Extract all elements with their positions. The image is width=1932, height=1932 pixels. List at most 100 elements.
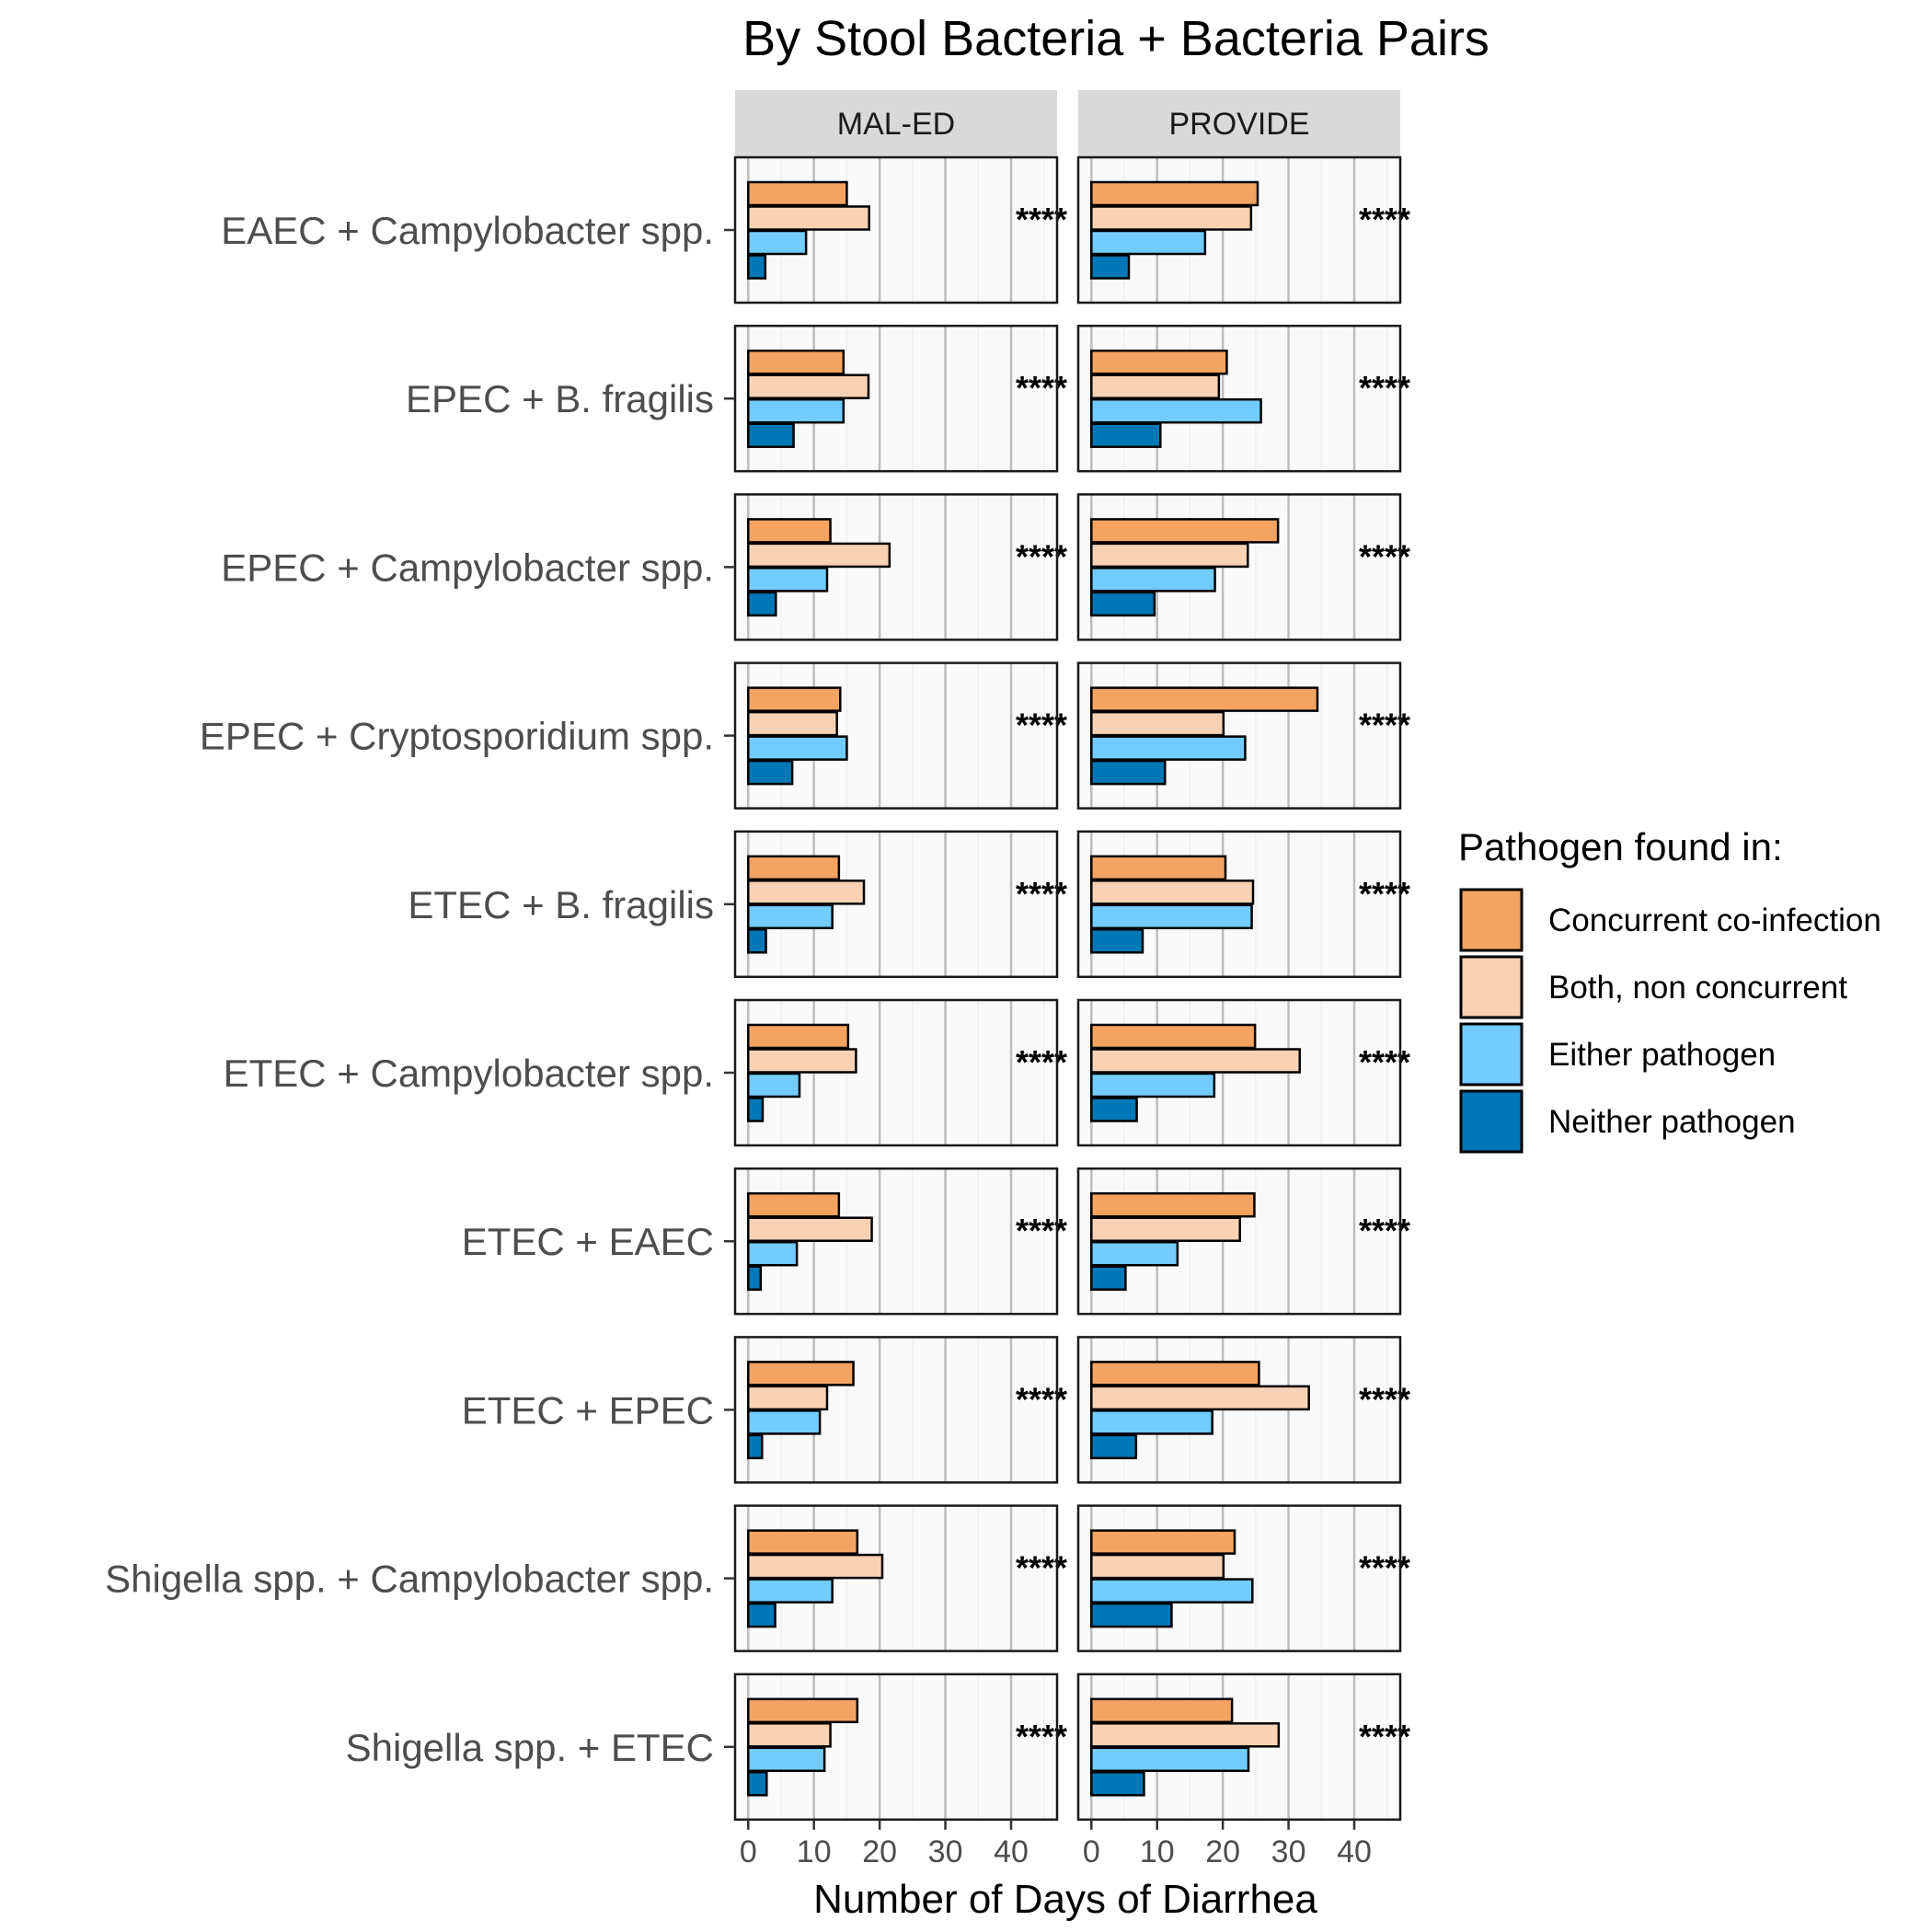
bar-neither-pathogen — [747, 591, 777, 617]
bar-either-pathogen — [1090, 229, 1207, 256]
panel-border — [1076, 1504, 1402, 1652]
panel-mal-ed-epec-campylobacter-spp: **** — [733, 493, 1067, 641]
bar-neither-pathogen — [1090, 928, 1144, 954]
bar-neither-pathogen — [747, 759, 794, 786]
bar-both-non-concurrent — [1090, 205, 1253, 231]
legend-swatch-concurrent-co-infection — [1459, 888, 1524, 952]
significance-label: **** — [1016, 1549, 1067, 1587]
legend-label-neither-pathogen: Neither pathogen — [1548, 1104, 1796, 1140]
bar-either-pathogen — [1090, 1746, 1250, 1773]
bar-neither-pathogen — [1090, 422, 1162, 448]
facet-strip-mal-ed — [735, 90, 1057, 156]
panel-mal-ed-etec-eaec: **** — [733, 1167, 1067, 1316]
bar-both-non-concurrent — [747, 880, 866, 905]
x-axis-title: Number of Days of Diarrhea — [813, 1877, 1317, 1922]
panel-border — [1076, 324, 1402, 473]
x-tick-label: 40 — [1337, 1834, 1372, 1869]
panel-provide-eaec-campylobacter-spp: **** — [1076, 155, 1410, 305]
bar-concurrent-co-infection — [747, 1361, 855, 1386]
significance-label: **** — [1016, 1718, 1067, 1755]
bar-both-non-concurrent — [1090, 1385, 1310, 1411]
legend-items: Concurrent co-infection Both, non concurr… — [1459, 888, 1881, 1154]
bar-either-pathogen — [747, 735, 848, 761]
panel-border — [1076, 661, 1402, 810]
bar-both-non-concurrent — [1090, 710, 1225, 737]
significance-label: **** — [1016, 1380, 1067, 1418]
bar-neither-pathogen — [1090, 1097, 1138, 1122]
bar-either-pathogen — [747, 1409, 822, 1435]
bar-both-non-concurrent — [1090, 880, 1255, 905]
bar-both-non-concurrent — [747, 1048, 857, 1074]
panel-provide-etec-campylobacter-spp: **** — [1076, 998, 1410, 1147]
panel-border — [1076, 493, 1402, 641]
bar-either-pathogen — [1090, 397, 1262, 424]
bar-neither-pathogen — [747, 1602, 776, 1628]
bar-concurrent-co-infection — [1090, 180, 1259, 207]
x-tick-label: 40 — [994, 1834, 1029, 1869]
bar-neither-pathogen — [747, 422, 795, 448]
panel-mal-ed-shigella-spp-campylobacter-spp: **** — [733, 1504, 1067, 1652]
facet-strip-provide — [1078, 90, 1400, 156]
bar-concurrent-co-infection — [1090, 518, 1280, 544]
bar-either-pathogen — [747, 1746, 826, 1773]
bar-concurrent-co-infection — [747, 1697, 859, 1724]
bar-either-pathogen — [747, 1578, 834, 1604]
legend-swatch-both-non-concurrent — [1459, 955, 1524, 1019]
bar-both-non-concurrent — [747, 1385, 829, 1411]
bar-concurrent-co-infection — [1090, 1529, 1236, 1555]
bar-concurrent-co-infection — [747, 1023, 850, 1050]
bar-both-non-concurrent — [1090, 374, 1221, 399]
panel-provide-epec-b-fragilis: **** — [1076, 324, 1410, 473]
bar-either-pathogen — [747, 397, 845, 424]
significance-label: **** — [1016, 201, 1067, 238]
x-axes: 0 10 20 30 40 0 10 20 30 40 — [740, 1819, 1372, 1869]
bar-concurrent-co-infection — [1090, 686, 1319, 712]
bar-either-pathogen — [747, 1240, 799, 1267]
panel-provide-epec-campylobacter-spp: **** — [1076, 493, 1410, 641]
bar-neither-pathogen — [747, 1771, 768, 1797]
panel-border — [1076, 1673, 1402, 1822]
bar-neither-pathogen — [1090, 1265, 1127, 1291]
significance-label: **** — [1016, 707, 1067, 744]
panel-provide-shigella-spp-campylobacter-spp: **** — [1076, 1504, 1410, 1652]
bar-either-pathogen — [1090, 1072, 1216, 1098]
panel-border — [1076, 998, 1402, 1147]
bar-concurrent-co-infection — [747, 1191, 841, 1218]
chart-title: By Stool Bacteria + Bacteria Pairs — [742, 11, 1489, 66]
bar-either-pathogen — [747, 903, 834, 930]
bar-both-non-concurrent — [1090, 1553, 1225, 1580]
panel-provide-epec-cryptosporidium-spp: **** — [1076, 661, 1410, 810]
bar-both-non-concurrent — [747, 542, 891, 569]
panel-mal-ed-shigella-spp-etec: **** — [733, 1673, 1067, 1822]
bar-both-non-concurrent — [747, 1722, 832, 1748]
legend: Pathogen found in: Concurrent co-infecti… — [1458, 825, 1881, 1154]
panel-provide-etec-eaec: **** — [1076, 1167, 1410, 1316]
bar-neither-pathogen — [747, 254, 767, 280]
significance-label: **** — [1016, 1212, 1067, 1249]
significance-label: **** — [1359, 201, 1410, 238]
row-label-epec-cryptosporidium-spp: EPEC + Cryptosporidium spp. — [200, 715, 714, 758]
bar-either-pathogen — [1090, 1578, 1254, 1604]
bar-concurrent-co-infection — [1090, 855, 1227, 881]
bar-neither-pathogen — [1090, 254, 1131, 280]
bar-either-pathogen — [1090, 567, 1216, 592]
x-tick-label: 0 — [1083, 1834, 1100, 1869]
bar-both-non-concurrent — [1090, 1048, 1301, 1074]
bar-concurrent-co-infection — [1090, 349, 1228, 375]
panel-provide-etec-b-fragilis: **** — [1076, 830, 1410, 979]
significance-label: **** — [1016, 875, 1067, 913]
bar-neither-pathogen — [1090, 1602, 1173, 1628]
row-label-shigella-spp-campylobacter-spp: Shigella spp. + Campylobacter spp. — [105, 1558, 714, 1601]
legend-label-both-non-concurrent: Both, non concurrent — [1548, 970, 1847, 1006]
bar-either-pathogen — [1090, 1240, 1179, 1267]
bar-neither-pathogen — [747, 928, 767, 954]
row-labels: EAEC + Campylobacter spp. EPEC + B. fragi… — [105, 209, 735, 1769]
significance-label: **** — [1359, 707, 1410, 744]
bar-both-non-concurrent — [1090, 1216, 1241, 1242]
bar-neither-pathogen — [1090, 1433, 1138, 1460]
panel-mal-ed-eaec-campylobacter-spp: **** — [733, 155, 1067, 305]
row-label-epec-campylobacter-spp: EPEC + Campylobacter spp. — [221, 546, 714, 589]
chart-panels: MAL-ED PROVIDE **** **** **** **** **** **** ***… — [733, 90, 1410, 1822]
bar-concurrent-co-infection — [747, 349, 845, 375]
